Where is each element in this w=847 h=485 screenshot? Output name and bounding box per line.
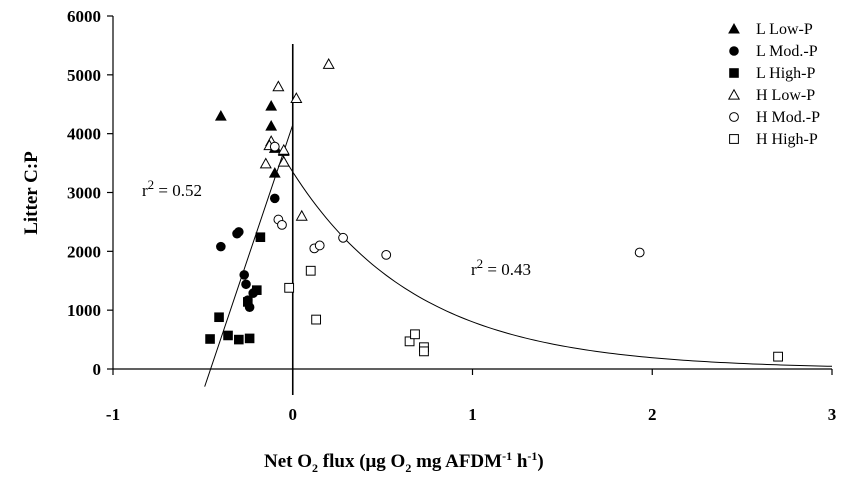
legend-item: H Low-P bbox=[727, 87, 815, 104]
x-tick-label: 0 bbox=[289, 405, 298, 424]
legend-item: H Mod.-P bbox=[729, 109, 820, 126]
legend-label: L Mod.-P bbox=[756, 43, 818, 60]
data-point bbox=[404, 336, 415, 347]
data-point bbox=[773, 351, 783, 362]
y-tick-label: 1000 bbox=[67, 301, 101, 320]
data-point bbox=[305, 265, 316, 276]
data-point bbox=[234, 227, 244, 237]
fit-curves bbox=[204, 124, 833, 387]
y-tick-label: 5000 bbox=[67, 66, 101, 85]
legend-marker bbox=[729, 112, 739, 122]
data-point bbox=[295, 209, 308, 221]
data-point bbox=[234, 334, 244, 345]
legend-marker bbox=[727, 88, 741, 100]
data-point bbox=[634, 247, 645, 258]
legend-label: H Mod.-P bbox=[756, 109, 820, 126]
y-tick-label: 4000 bbox=[67, 125, 101, 144]
y-tick-label: 2000 bbox=[67, 242, 101, 261]
data-point bbox=[268, 167, 281, 178]
legend-label: H Low-P bbox=[756, 87, 815, 104]
legend-item: L Low-P bbox=[728, 21, 813, 38]
legend-label: L High-P bbox=[756, 65, 816, 82]
data-point bbox=[259, 157, 272, 169]
y-axis-title: Litter C:P bbox=[21, 151, 42, 235]
data-point bbox=[277, 219, 287, 230]
data-point bbox=[239, 270, 250, 280]
series-l-low-p bbox=[214, 99, 290, 178]
data-point bbox=[381, 249, 392, 260]
data-point bbox=[311, 314, 322, 325]
r-squared-label: r2 = 0.43 bbox=[471, 256, 531, 279]
data-point bbox=[338, 232, 348, 243]
data-point bbox=[277, 143, 290, 155]
data-point bbox=[251, 285, 262, 295]
data-point bbox=[272, 80, 285, 92]
legend-marker bbox=[728, 22, 740, 34]
legend-item: L Mod.-P bbox=[729, 43, 818, 60]
data-point bbox=[243, 297, 253, 307]
x-axis-title: Net O2 flux (μg O2 mg AFDM-1 h-1) bbox=[264, 449, 544, 475]
data-point bbox=[214, 312, 224, 323]
data-point bbox=[419, 346, 429, 357]
data-point bbox=[265, 119, 278, 131]
series-l-high-p bbox=[205, 232, 266, 345]
data-point bbox=[269, 193, 280, 204]
data-point bbox=[284, 282, 295, 293]
legend-marker bbox=[729, 46, 739, 56]
data-point bbox=[244, 333, 255, 344]
data-point bbox=[205, 334, 215, 344]
data-point bbox=[223, 330, 233, 341]
fit-line-exponential-decay bbox=[274, 141, 833, 367]
legend: L Low-P L Mod.-P L High-P H Low-P H Mod.-P H … bbox=[727, 21, 820, 148]
data-point bbox=[410, 329, 420, 340]
series-h-high-p bbox=[284, 265, 783, 362]
x-tick-label: 3 bbox=[828, 405, 837, 424]
y-tick-label: 6000 bbox=[67, 7, 101, 26]
data-point bbox=[269, 141, 280, 152]
plot-area: 0 1000 2000 3000 4000 5000 6000 -1 0 1 2 3 bbox=[67, 7, 836, 424]
data-point bbox=[216, 241, 226, 252]
data-point bbox=[255, 232, 266, 243]
x-tick-label: 2 bbox=[648, 405, 657, 424]
data-points bbox=[205, 58, 783, 362]
y-tick-label: 0 bbox=[93, 360, 102, 379]
x-tick-label: 1 bbox=[468, 405, 477, 424]
data-point bbox=[214, 109, 227, 121]
series-l-mod-p bbox=[216, 193, 280, 313]
r-squared-label: r2 = 0.52 bbox=[142, 177, 202, 200]
data-point bbox=[265, 99, 278, 111]
x-tick-label: -1 bbox=[106, 405, 120, 424]
data-point bbox=[322, 58, 335, 69]
legend-item: H High-P bbox=[729, 131, 818, 148]
fit-annotations: r2 = 0.52 r2 = 0.43 bbox=[142, 177, 531, 279]
fit-line-linear bbox=[204, 124, 294, 387]
legend-marker bbox=[729, 68, 739, 78]
y-tick-label: 3000 bbox=[67, 184, 101, 203]
data-point bbox=[314, 240, 325, 251]
data-point bbox=[241, 279, 251, 290]
data-point bbox=[290, 92, 303, 104]
legend-label: H High-P bbox=[756, 131, 818, 148]
series-h-mod-p bbox=[269, 141, 645, 260]
legend-marker bbox=[729, 134, 739, 144]
legend-label: L Low-P bbox=[756, 21, 813, 38]
data-point bbox=[277, 155, 290, 167]
legend-item: L High-P bbox=[729, 65, 816, 82]
